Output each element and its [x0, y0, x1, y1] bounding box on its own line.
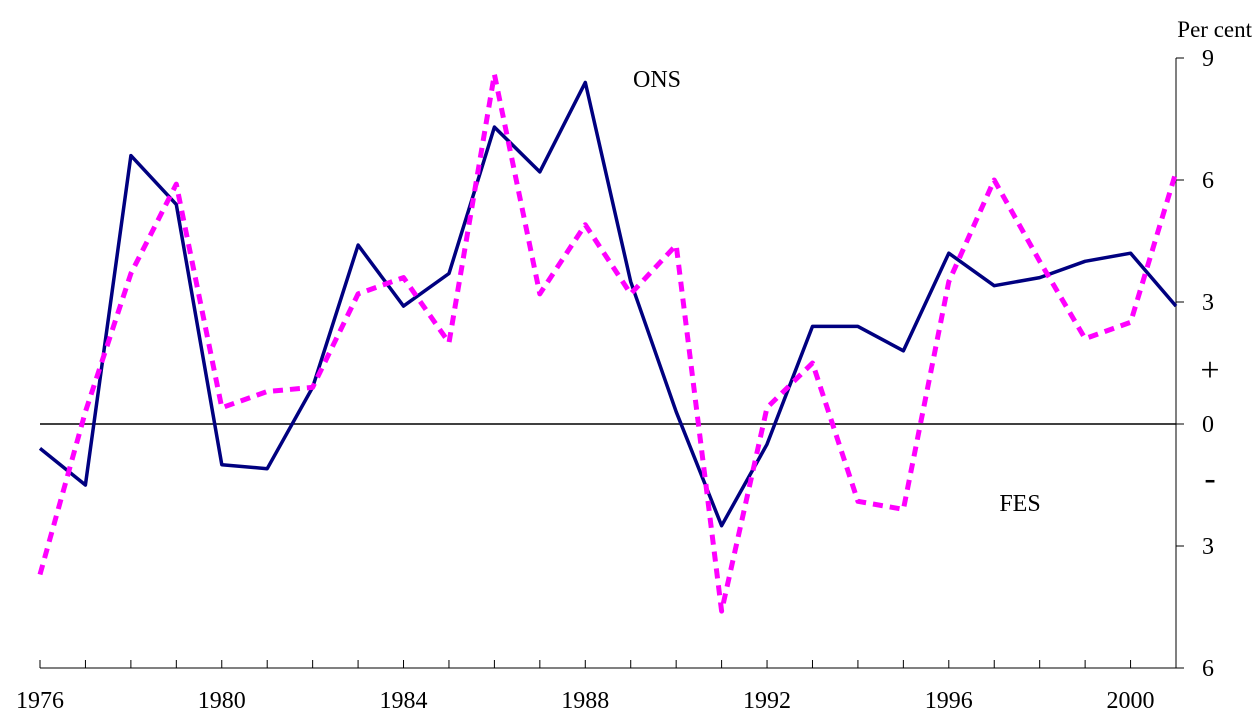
- x-tick-label: 1980: [198, 688, 246, 714]
- x-tick-label: 1992: [743, 688, 791, 714]
- x-tick-label: 1976: [16, 688, 64, 714]
- sign-minus-label: -: [1204, 460, 1215, 497]
- series-line-ons: [38, 80, 1178, 528]
- x-tick-label: 1984: [380, 688, 428, 714]
- y-tick-label: 6: [1202, 168, 1214, 194]
- x-tick-label: 1996: [925, 688, 973, 714]
- y-tick-label: 0: [1202, 412, 1214, 438]
- series-label-ons: ONS: [633, 67, 681, 93]
- x-tick-label: 2000: [1107, 688, 1155, 714]
- x-tick-label: 1988: [561, 688, 609, 714]
- y-tick-label: 9: [1202, 46, 1214, 72]
- sign-plus-label: +: [1200, 352, 1219, 389]
- y-tick-label: 3: [1202, 534, 1214, 560]
- series-line-fes: [37, 71, 1179, 614]
- series-label-fes: FES: [999, 491, 1040, 517]
- y-tick-label: 3: [1202, 290, 1214, 316]
- unit-label: Per cent: [1177, 17, 1252, 42]
- y-tick-label: 6: [1202, 656, 1214, 682]
